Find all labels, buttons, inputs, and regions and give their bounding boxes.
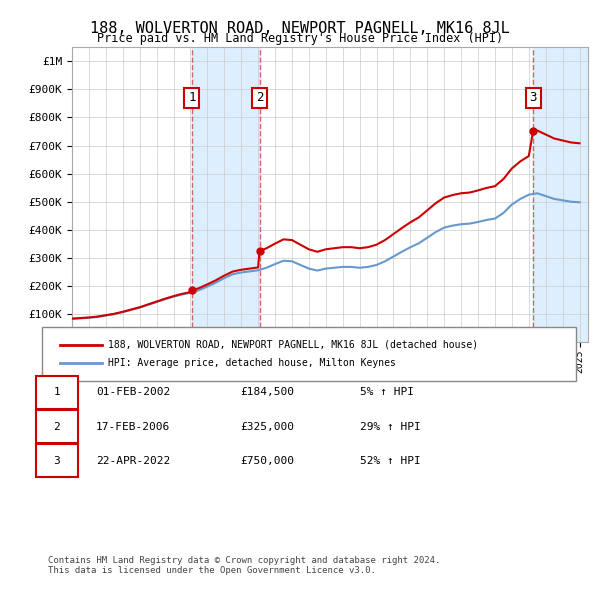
Text: 188, WOLVERTON ROAD, NEWPORT PAGNELL, MK16 8JL (detached house): 188, WOLVERTON ROAD, NEWPORT PAGNELL, MK… [108,340,478,350]
Text: 1: 1 [188,91,196,104]
Text: 3: 3 [529,91,537,104]
Text: 3: 3 [53,456,61,466]
Text: 5% ↑ HPI: 5% ↑ HPI [360,388,414,397]
Text: 188, WOLVERTON ROAD, NEWPORT PAGNELL, MK16 8JL: 188, WOLVERTON ROAD, NEWPORT PAGNELL, MK… [90,21,510,35]
Text: HPI: Average price, detached house, Milton Keynes: HPI: Average price, detached house, Milt… [108,358,396,368]
Text: £184,500: £184,500 [240,388,294,397]
Bar [533,47,588,342]
Text: 2: 2 [53,422,61,431]
Text: £325,000: £325,000 [240,422,294,431]
Text: 29% ↑ HPI: 29% ↑ HPI [360,422,421,431]
Text: 17-FEB-2006: 17-FEB-2006 [96,422,170,431]
Text: 22-APR-2022: 22-APR-2022 [96,456,170,466]
Text: £750,000: £750,000 [240,456,294,466]
Text: Contains HM Land Registry data © Crown copyright and database right 2024.
This d: Contains HM Land Registry data © Crown c… [48,556,440,575]
Text: 01-FEB-2002: 01-FEB-2002 [96,388,170,397]
Text: 2: 2 [256,91,263,104]
Bar [192,47,260,342]
Text: Price paid vs. HM Land Registry's House Price Index (HPI): Price paid vs. HM Land Registry's House … [97,32,503,45]
Text: 1: 1 [53,388,61,397]
Text: 52% ↑ HPI: 52% ↑ HPI [360,456,421,466]
